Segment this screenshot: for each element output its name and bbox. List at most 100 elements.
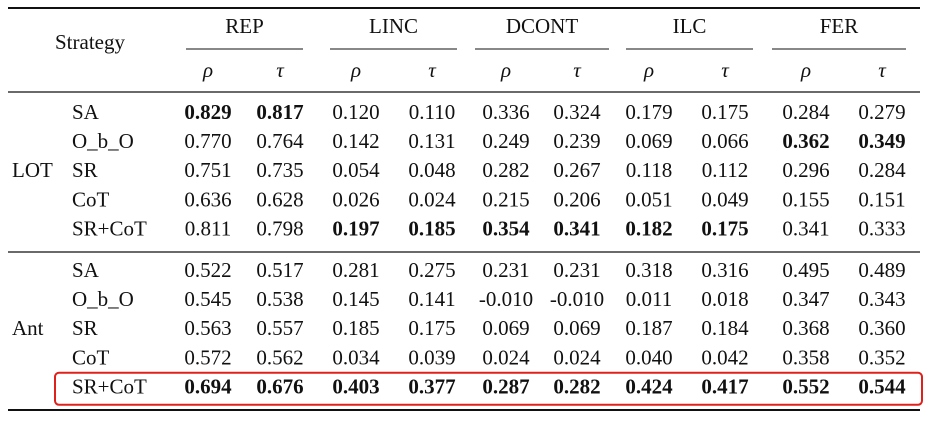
cell-value: 0.069 xyxy=(482,316,529,340)
cell-value: 0.318 xyxy=(625,258,672,282)
cell-value: 0.811 xyxy=(185,217,231,241)
cell-value: 0.354 xyxy=(482,217,530,241)
cell-value: 0.069 xyxy=(625,129,672,153)
cell-value: 0.175 xyxy=(408,316,455,340)
cell-value: 0.281 xyxy=(332,258,379,282)
cell-value: 0.694 xyxy=(184,375,232,399)
cell-value: 0.142 xyxy=(332,129,379,153)
cell-value: 0.141 xyxy=(408,287,455,311)
cell-value: 0.296 xyxy=(782,158,829,182)
cell-value: 0.024 xyxy=(553,345,601,369)
cell-value: 0.770 xyxy=(184,129,231,153)
cell-value: 0.151 xyxy=(858,187,905,211)
cell-value: 0.572 xyxy=(184,345,231,369)
cell-value: 0.343 xyxy=(858,287,905,311)
cell-value: 0.489 xyxy=(858,258,905,282)
cell-value: 0.267 xyxy=(553,158,600,182)
cell-value: 0.066 xyxy=(701,129,748,153)
cell-value: 0.284 xyxy=(858,158,906,182)
cell-value: 0.552 xyxy=(782,375,829,399)
row-group-label: LOT xyxy=(12,158,53,182)
row-name: O_b_O xyxy=(72,129,134,153)
cell-value: 0.545 xyxy=(184,287,231,311)
highlight-box xyxy=(54,371,923,406)
cell-value: 0.562 xyxy=(256,345,303,369)
metric-header: τ xyxy=(573,58,582,82)
cell-value: 0.563 xyxy=(184,316,231,340)
cell-value: 0.239 xyxy=(553,129,600,153)
cell-value: 0.798 xyxy=(256,217,303,241)
cell-value: 0.424 xyxy=(625,375,673,399)
metric-header: τ xyxy=(878,58,887,82)
cell-value: 0.145 xyxy=(332,287,379,311)
cell-value: 0.175 xyxy=(701,217,748,241)
cell-value: 0.051 xyxy=(625,187,672,211)
cell-value: -0.010 xyxy=(550,287,604,311)
cell-value: 0.185 xyxy=(332,316,379,340)
cell-value: 0.039 xyxy=(408,345,455,369)
metric-group-header: LINC xyxy=(369,14,418,38)
cell-value: 0.676 xyxy=(256,375,303,399)
cell-value: 0.069 xyxy=(553,316,600,340)
row-name: O_b_O xyxy=(72,287,134,311)
cell-value: 0.282 xyxy=(553,375,600,399)
cell-value: 0.279 xyxy=(858,100,905,124)
row-group-label: Ant xyxy=(12,316,44,340)
cell-value: 0.048 xyxy=(408,158,455,182)
metric-group-header: REP xyxy=(225,14,264,38)
cell-value: 0.352 xyxy=(858,345,905,369)
cell-value: 0.316 xyxy=(701,258,748,282)
cell-value: 0.249 xyxy=(482,129,529,153)
metric-header: ρ xyxy=(500,58,511,82)
cell-value: 0.358 xyxy=(782,345,829,369)
row-name: SA xyxy=(72,258,100,282)
cell-value: 0.040 xyxy=(625,345,672,369)
cell-value: 0.417 xyxy=(701,375,748,399)
cell-value: 0.206 xyxy=(553,187,600,211)
metric-header: ρ xyxy=(800,58,811,82)
cell-value: 0.341 xyxy=(782,217,829,241)
metric-header: τ xyxy=(276,58,285,82)
cell-value: 0.118 xyxy=(626,158,672,182)
row-name: SA xyxy=(72,100,100,124)
cell-value: -0.010 xyxy=(479,287,533,311)
cell-value: 0.110 xyxy=(409,100,455,124)
cell-value: 0.179 xyxy=(625,100,672,124)
cell-value: 0.764 xyxy=(256,129,304,153)
metric-header: ρ xyxy=(202,58,213,82)
cell-value: 0.636 xyxy=(184,187,231,211)
cell-value: 0.403 xyxy=(332,375,379,399)
cell-value: 0.054 xyxy=(332,158,380,182)
cell-value: 0.360 xyxy=(858,316,905,340)
row-name: CoT xyxy=(72,187,110,211)
row-name: SR+CoT xyxy=(72,217,147,241)
cell-value: 0.333 xyxy=(858,217,905,241)
cell-value: 0.349 xyxy=(858,129,905,153)
cell-value: 0.284 xyxy=(782,100,830,124)
cell-value: 0.197 xyxy=(332,217,379,241)
cell-value: 0.182 xyxy=(625,217,672,241)
row-name: SR xyxy=(72,158,98,182)
cell-value: 0.522 xyxy=(184,258,231,282)
cell-value: 0.185 xyxy=(408,217,455,241)
cell-value: 0.275 xyxy=(408,258,455,282)
cell-value: 0.024 xyxy=(482,345,530,369)
cell-value: 0.368 xyxy=(782,316,829,340)
cell-value: 0.362 xyxy=(782,129,829,153)
cell-value: 0.231 xyxy=(553,258,600,282)
cell-value: 0.112 xyxy=(702,158,748,182)
metric-group-header: ILC xyxy=(673,14,707,38)
metric-group-header: FER xyxy=(820,14,859,38)
cell-value: 0.184 xyxy=(701,316,749,340)
cell-value: 0.377 xyxy=(408,375,455,399)
cell-value: 0.120 xyxy=(332,100,379,124)
metric-group-header: DCONT xyxy=(506,14,579,38)
cell-value: 0.544 xyxy=(858,375,906,399)
cell-value: 0.628 xyxy=(256,187,303,211)
cell-value: 0.817 xyxy=(256,100,303,124)
cell-value: 0.175 xyxy=(701,100,748,124)
row-name: SR xyxy=(72,316,98,340)
cell-value: 0.287 xyxy=(482,375,529,399)
metric-header: ρ xyxy=(643,58,654,82)
cell-value: 0.034 xyxy=(332,345,380,369)
